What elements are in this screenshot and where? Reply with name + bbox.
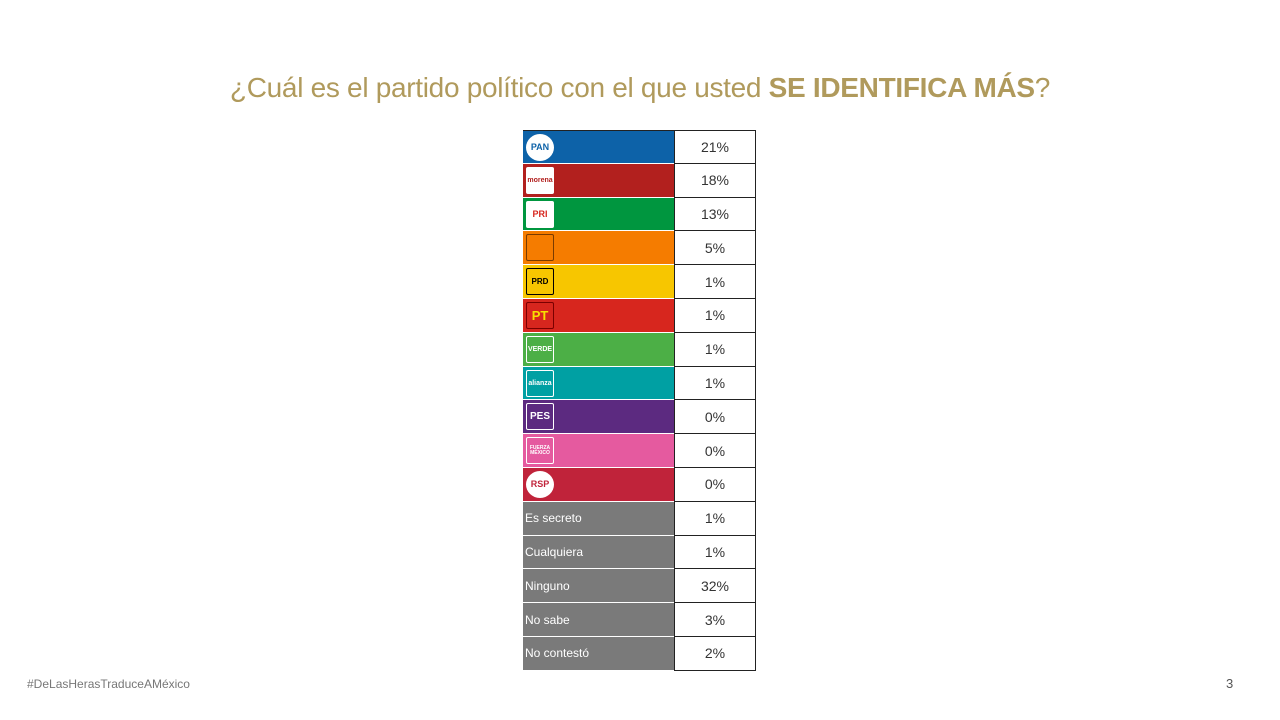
pes-logo-icon: PES (526, 403, 554, 431)
party-bar-rsp: RSP (523, 467, 674, 502)
party-bar-prd: PRD (523, 265, 674, 299)
fuerza-mexico-logo-icon: FUERZA MÉXICO (526, 437, 554, 465)
table-row: Es secreto 1% (523, 501, 756, 536)
value-cell: 1% (674, 366, 756, 401)
party-bar-pri: PRI (523, 197, 674, 232)
option-label: Cualquiera (525, 544, 584, 559)
table-row: Cualquiera 1% (523, 535, 756, 570)
logo-text: PT (531, 307, 549, 323)
option-label: Ninguno (525, 578, 570, 593)
option-bar-ninguno: Ninguno (523, 569, 674, 604)
party-bar-pan: PAN (523, 130, 674, 164)
table-row: PES 0% (523, 400, 756, 435)
table-row: VERDE 1% (523, 332, 756, 367)
value-cell: 0% (674, 434, 756, 468)
table-row: 5% (523, 231, 756, 266)
option-bar-no-sabe: No sabe (523, 603, 674, 637)
logo-text: PES (529, 410, 550, 422)
logo-text: PAN (530, 142, 550, 152)
option-label: Es secreto (525, 511, 582, 526)
value-cell: 1% (674, 332, 756, 367)
value-cell: 18% (674, 163, 756, 198)
logo-text: alianza (528, 379, 552, 387)
table-row: PT 1% (523, 298, 756, 333)
results-table: PAN 21% morena 18% PRI 13% 5% PRD 1% PT 1% VERDE 1% a… (523, 130, 756, 671)
party-bar-pes: PES (523, 400, 674, 435)
table-row: PRD 1% (523, 265, 756, 299)
value-cell: 1% (674, 535, 756, 570)
value-cell: 1% (674, 501, 756, 536)
pri-logo-icon: PRI (526, 200, 554, 228)
table-row: No contestó 2% (523, 636, 756, 671)
footer-hashtag: #DeLasHerasTraduceAMéxico (27, 677, 190, 691)
morena-logo-icon: morena (526, 166, 554, 194)
option-bar-no-contesto: No contestó (523, 636, 674, 671)
pan-logo-icon: PAN (526, 134, 554, 161)
verde-logo-icon: VERDE (526, 335, 554, 363)
value-cell: 21% (674, 130, 756, 164)
value-cell: 32% (674, 569, 756, 604)
title-emphasis: SE IDENTIFICA MÁS (768, 72, 1035, 103)
logo-text: PRD (531, 276, 549, 286)
value-cell: 13% (674, 197, 756, 232)
logo-text: PRI (532, 208, 548, 219)
logo-text: VERDE (527, 345, 553, 353)
party-bar-alianza: alianza (523, 366, 674, 401)
table-row: PAN 21% (523, 130, 756, 164)
title-suffix: ? (1034, 72, 1051, 103)
party-bar-verde: VERDE (523, 332, 674, 367)
value-cell: 5% (674, 231, 756, 266)
option-label: No sabe (525, 612, 570, 627)
value-cell: 1% (674, 298, 756, 333)
table-row: morena 18% (523, 163, 756, 198)
party-bar-fuerza-mexico: FUERZA MÉXICO (523, 434, 674, 468)
table-row: FUERZA MÉXICO 0% (523, 434, 756, 468)
logo-text: morena (527, 176, 553, 184)
value-cell: 0% (674, 467, 756, 502)
value-cell: 2% (674, 636, 756, 671)
party-bar-pt: PT (523, 298, 674, 333)
option-bar-es-secreto: Es secreto (523, 501, 674, 536)
value-cell: 0% (674, 400, 756, 435)
value-cell: 3% (674, 603, 756, 637)
pt-logo-icon: PT (526, 301, 554, 329)
party-bar-morena: morena (523, 163, 674, 198)
party-bar-movimiento-ciudadano (523, 231, 674, 266)
prd-logo-icon: PRD (526, 268, 554, 296)
table-row: PRI 13% (523, 197, 756, 232)
logo-text: RSP (530, 478, 550, 489)
movimiento-ciudadano-logo-icon (526, 234, 554, 262)
alianza-logo-icon: alianza (526, 369, 554, 397)
table-row: Ninguno 32% (523, 569, 756, 604)
value-cell: 1% (674, 265, 756, 299)
title-prefix: ¿Cuál es el partido político con el que … (229, 72, 769, 103)
rsp-logo-icon: RSP (526, 470, 554, 498)
chart-title: ¿Cuál es el partido político con el que … (0, 72, 1280, 104)
page-number: 3 (1226, 676, 1234, 691)
option-label: No contestó (525, 646, 590, 661)
table-row: alianza 1% (523, 366, 756, 401)
table-row: RSP 0% (523, 467, 756, 502)
option-bar-cualquiera: Cualquiera (523, 535, 674, 570)
table-row: No sabe 3% (523, 603, 756, 637)
logo-text: FUERZA MÉXICO (529, 444, 551, 456)
